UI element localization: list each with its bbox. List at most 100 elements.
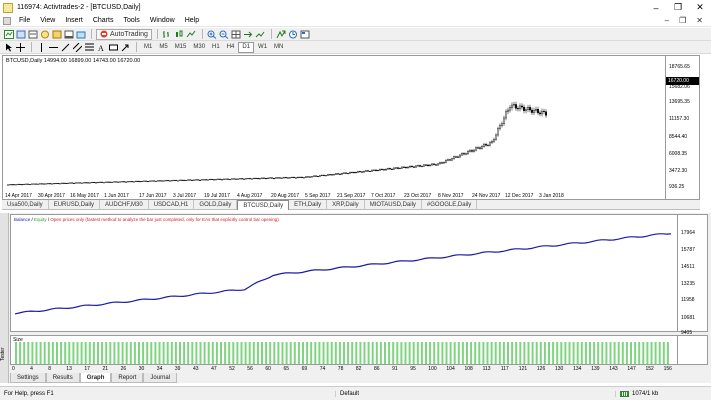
cursor-icon[interactable]: [3, 42, 14, 53]
text-icon[interactable]: A: [96, 42, 107, 53]
candle-body: [243, 178, 245, 180]
price-chart[interactable]: BTCUSD,Daily 14994.00 16899.00 14743.00 …: [2, 55, 700, 200]
data-window-icon[interactable]: [39, 29, 50, 40]
timeframe-m1[interactable]: M1: [144, 44, 153, 50]
candle-body: [89, 182, 91, 184]
tab-tester-graph[interactable]: Graph: [79, 373, 112, 383]
tab-xrp[interactable]: XRP,Daily: [327, 199, 365, 210]
zoom-out-icon[interactable]: [219, 29, 230, 40]
tab-eurusd[interactable]: EURUSD,Daily: [49, 199, 101, 210]
size-bar: [76, 342, 79, 364]
size-bar: [502, 342, 505, 364]
candle-body: [497, 128, 499, 136]
zoom-in-icon[interactable]: [207, 29, 218, 40]
timeframe-m15[interactable]: M15: [174, 44, 187, 50]
menu-insert[interactable]: Insert: [65, 17, 83, 24]
candle-body: [511, 104, 513, 108]
mdi-minimize-button[interactable]: –: [664, 16, 670, 25]
size-bar: [466, 342, 468, 364]
balance-graph[interactable]: Balance / Equity / Open prices only (fas…: [10, 214, 678, 332]
equidistant-channel-icon[interactable]: [72, 42, 83, 53]
vertical-line-icon[interactable]: [36, 42, 47, 53]
tile-windows-icon[interactable]: [231, 29, 242, 40]
navigator-icon[interactable]: [51, 29, 62, 40]
candle-body: [193, 179, 195, 181]
svg-text:A: A: [98, 44, 104, 52]
size-bar: [125, 342, 128, 364]
tab-tester-settings[interactable]: Settings: [10, 373, 46, 383]
new-chart-icon[interactable]: [3, 29, 14, 40]
arrows-icon[interactable]: [120, 42, 131, 53]
timeframe-mn[interactable]: MN: [274, 44, 284, 50]
periods-icon[interactable]: [288, 29, 299, 40]
market-watch-icon[interactable]: [27, 29, 38, 40]
candle-body: [491, 141, 493, 143]
auto-scroll-icon[interactable]: [255, 29, 266, 40]
menu-tools[interactable]: Tools: [123, 17, 140, 24]
size-bar: [494, 342, 497, 364]
terminal-icon[interactable]: [63, 29, 74, 40]
size-bar: [445, 342, 448, 364]
trendline-icon[interactable]: [60, 42, 71, 53]
mdi-restore-button[interactable]: ❐: [679, 16, 687, 25]
strategy-tester-icon[interactable]: [75, 29, 86, 40]
menu-help[interactable]: Help: [184, 17, 200, 24]
line-chart-icon[interactable]: [186, 29, 197, 40]
size-graph[interactable]: Size: [10, 335, 678, 365]
tab-tester-results[interactable]: Results: [45, 373, 80, 383]
tab-tester-journal[interactable]: Journal: [143, 373, 178, 383]
candle-body: [189, 179, 191, 181]
tab-eth[interactable]: ETH,Daily: [289, 199, 328, 210]
candle-body: [93, 182, 95, 184]
candle-body: [377, 170, 379, 172]
size-bar: [433, 342, 436, 364]
crosshair-icon[interactable]: [15, 42, 26, 53]
tab-tester-report[interactable]: Report: [111, 373, 144, 383]
menu-view[interactable]: View: [40, 17, 56, 24]
minimize-button[interactable]: –: [653, 2, 659, 13]
templates-icon[interactable]: [300, 29, 311, 40]
candlestick-icon[interactable]: [174, 29, 185, 40]
maximize-button[interactable]: ❐: [673, 2, 683, 12]
tab-usdcad[interactable]: USDCAD,H1: [149, 199, 195, 210]
menu-file[interactable]: File: [19, 17, 31, 24]
chart-shift-icon[interactable]: [243, 29, 254, 40]
candle-body: [355, 172, 357, 174]
candle-body: [337, 173, 339, 175]
candle-body: [97, 182, 99, 184]
tab-audchf[interactable]: AUDCHF,M30: [100, 199, 149, 210]
size-bar: [453, 342, 456, 364]
size-bar: [302, 342, 304, 364]
tab-google[interactable]: #GOOGLE,Daily: [422, 199, 478, 210]
candle-body: [265, 178, 267, 180]
close-button[interactable]: ✕: [696, 2, 704, 12]
tester-side-strip[interactable]: Tester: [0, 213, 9, 383]
label-icon[interactable]: [108, 42, 119, 53]
profiles-icon[interactable]: [15, 29, 26, 40]
timeframe-h4[interactable]: H4: [226, 44, 235, 50]
timeframe-d1[interactable]: D1: [238, 41, 255, 53]
candle-body: [451, 158, 453, 161]
balance-axis-label: 14511: [681, 264, 695, 270]
fibonacci-icon[interactable]: [84, 42, 95, 53]
mdi-close-button[interactable]: ✕: [696, 16, 703, 25]
bar-chart-icon[interactable]: [162, 29, 173, 40]
timeframe-w1[interactable]: W1: [258, 44, 268, 50]
timeframe-m5[interactable]: M5: [159, 44, 168, 50]
menu-charts[interactable]: Charts: [92, 17, 114, 24]
timeframe-h1[interactable]: H1: [212, 44, 220, 50]
tab-miotausd[interactable]: MIOTAUSD,Daily: [365, 199, 422, 210]
tab-gold[interactable]: GOLD,Daily: [194, 199, 238, 210]
candle-body: [211, 179, 213, 181]
tab-btcusd[interactable]: BTCUSD,Daily: [237, 199, 290, 210]
tab-usa500[interactable]: Usa500,Daily: [2, 199, 49, 210]
menu-window[interactable]: Window: [149, 17, 175, 24]
candle-body: [61, 182, 63, 184]
price-label: 6008.35: [669, 151, 688, 157]
timeframe-m30[interactable]: M30: [193, 44, 206, 50]
indicators-icon[interactable]: [276, 29, 287, 40]
date-label: 3 Jul 2017: [173, 193, 197, 199]
horizontal-line-icon[interactable]: [48, 42, 59, 53]
candle-body: [59, 183, 61, 185]
autotrading-button[interactable]: AutoTrading: [96, 28, 152, 40]
